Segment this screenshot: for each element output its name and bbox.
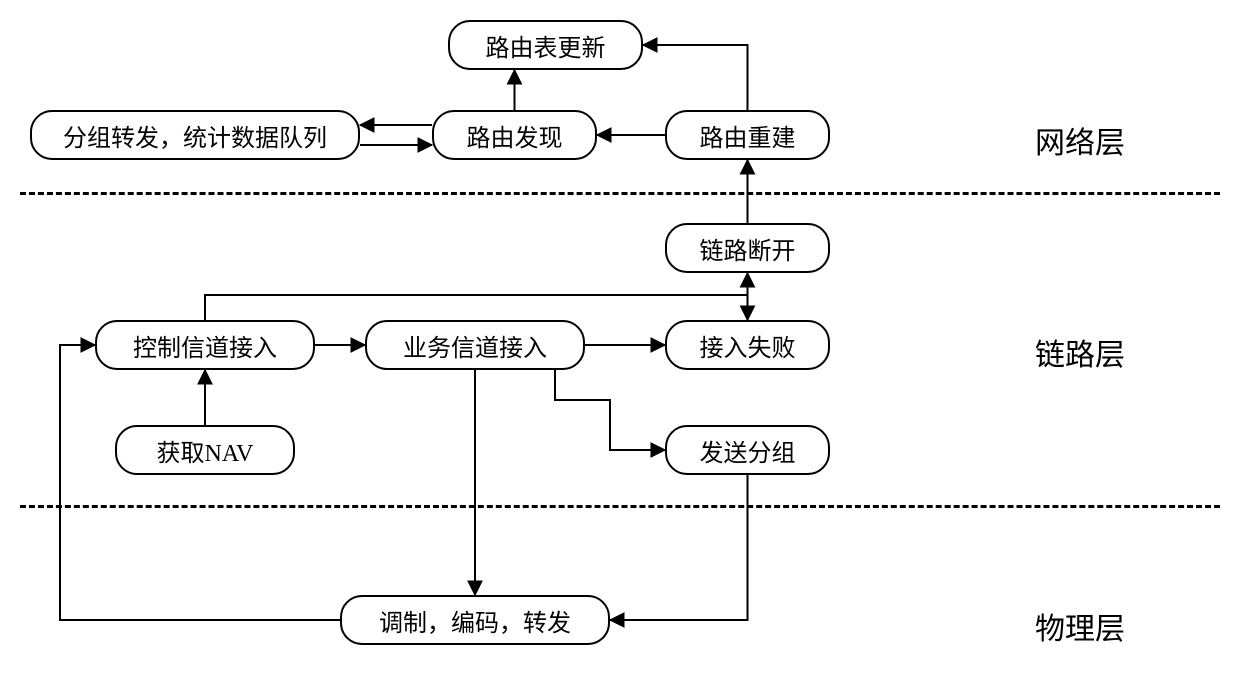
node-label: 路由重建 — [700, 118, 796, 153]
node-label: 路由发现 — [467, 118, 563, 153]
node-ctrl-channel: 控制信道接入 — [95, 320, 315, 370]
layer-label-physical: 物理层 — [1035, 604, 1125, 648]
node-label: 发送分组 — [700, 433, 796, 468]
node-label: 路由表更新 — [486, 28, 606, 63]
node-label: 分组转发，统计数据队列 — [63, 118, 327, 153]
node-label: 控制信道接入 — [133, 328, 277, 363]
layer-label-network: 网络层 — [1035, 118, 1125, 162]
node-svc-channel: 业务信道接入 — [365, 320, 585, 370]
node-packet-forward: 分组转发，统计数据队列 — [30, 110, 360, 160]
node-routing-rebuild: 路由重建 — [665, 110, 830, 160]
node-label: 调制，编码，转发 — [379, 603, 571, 638]
node-label: 接入失败 — [700, 328, 796, 363]
layer-label-text: 网络层 — [1035, 127, 1125, 160]
diagram-canvas: 路由表更新 分组转发，统计数据队列 路由发现 路由重建 链路断开 控制信道接入 … — [0, 0, 1240, 685]
divider-network-link — [20, 192, 1220, 195]
node-label: 链路断开 — [700, 231, 796, 266]
node-get-nav: 获取NAV — [115, 425, 295, 475]
divider-link-physical — [20, 505, 1220, 508]
node-label: 获取NAV — [157, 433, 254, 468]
node-routing-update: 路由表更新 — [448, 20, 643, 70]
layer-label-text: 链路层 — [1035, 339, 1125, 372]
node-label: 业务信道接入 — [403, 328, 547, 363]
node-send-packet: 发送分组 — [665, 425, 830, 475]
node-modulate: 调制，编码，转发 — [340, 595, 610, 645]
layer-label-text: 物理层 — [1035, 613, 1125, 646]
node-routing-discover: 路由发现 — [432, 110, 597, 160]
layer-label-link: 链路层 — [1035, 330, 1125, 374]
node-access-fail: 接入失败 — [665, 320, 830, 370]
node-link-break: 链路断开 — [665, 223, 830, 273]
